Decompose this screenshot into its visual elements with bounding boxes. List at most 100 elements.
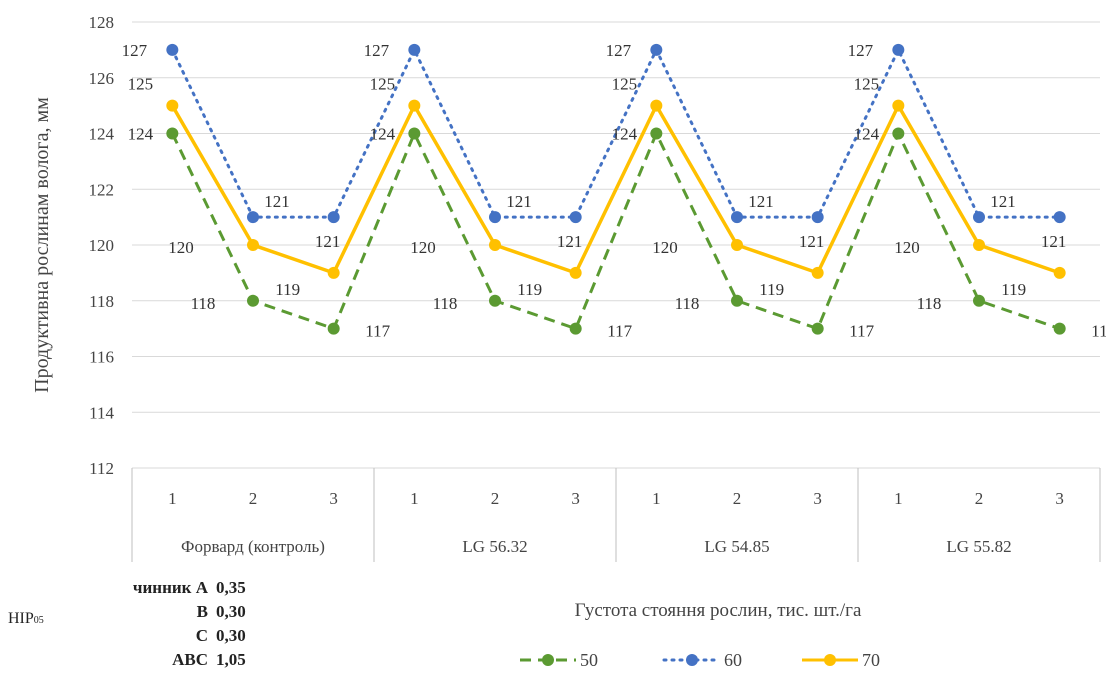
data-label-60: 121 [799,232,825,251]
x-tick-label: 2 [733,489,742,508]
y-axis-title: Продуктивна рослинам волога, мм [31,97,53,393]
data-label-70: 120 [894,238,920,257]
y-tick-label: 126 [89,69,115,88]
data-label-60: 121 [264,192,290,211]
data-label-70: 120 [168,238,194,257]
lsd-row-b-value: 0,30 [216,602,260,622]
group-label: LG 56.32 [462,537,527,556]
data-label-70: 125 [854,75,880,94]
x-tick-label: 2 [491,489,500,508]
data-label-60: 121 [1041,232,1067,251]
data-label-60: 121 [557,232,583,251]
data-label-60: 121 [748,192,774,211]
data-label-50: 118 [675,294,700,313]
legend-label-50: 50 [580,650,598,670]
legend-label-60: 60 [724,650,742,670]
data-label-70: 119 [1001,280,1026,299]
legend: Густота стояння рослин, тис. шт./га 50 60 7… [520,600,880,670]
y-tick-label: 114 [89,403,114,422]
y-tick-label: 116 [89,348,114,367]
group-label: Форвард (контроль) [181,537,325,556]
data-point-50 [408,128,420,140]
data-point-50 [328,323,340,335]
data-label-50: 117 [365,322,390,341]
data-label-70: 120 [652,238,678,257]
data-point-60 [731,211,743,223]
data-point-50 [812,323,824,335]
data-point-60 [166,44,178,56]
y-tick-label: 124 [89,125,115,144]
data-point-70 [247,239,259,251]
x-tick-label: 3 [571,489,580,508]
lsd-row-b-key: В [197,602,208,622]
data-label-50: 124 [370,125,396,144]
data-point-70 [650,100,662,112]
data-label-70: 125 [128,75,154,94]
lsd-block: НІР05 чинник А 0,35 В 0,30 С 0,30 АВС 1,05 [0,578,260,678]
data-point-70 [570,267,582,279]
data-label-60: 127 [606,41,632,60]
x-tick-label: 1 [894,489,903,508]
lsd-row-a-value: 0,35 [216,578,260,598]
data-label-50: 117 [607,322,632,341]
axes: 1 1 2 114 116 118 120 122 124 126 128 Продуктивна р… [31,13,1100,562]
legend-marker-50 [542,654,554,666]
group-label: LG 54.85 [704,537,769,556]
lsd-label-text: НІР [8,610,34,627]
data-label-60: 121 [506,192,532,211]
data-point-70 [1054,267,1066,279]
data-label-60: 127 [122,41,148,60]
data-point-50 [166,128,178,140]
data-point-60 [570,211,582,223]
data-label-50: 124 [128,125,154,144]
data-label-60: 121 [990,192,1016,211]
y-tick-label: 120 [89,236,115,255]
data-point-50 [973,295,985,307]
lsd-row-b: В 0,30 [60,602,260,622]
data-point-60 [812,211,824,223]
data-point-50 [731,295,743,307]
data-point-70 [408,100,420,112]
data-point-60 [892,44,904,56]
lsd-row-abc-key: АВС [172,650,208,670]
y-tick-label: 128 [89,13,115,32]
x-tick-label: 1 [652,489,661,508]
data-label-60: 127 [848,41,874,60]
data-point-50 [1054,323,1066,335]
data-point-70 [166,100,178,112]
data-point-60 [1054,211,1066,223]
x-tick-label: 3 [813,489,822,508]
legend-label-70: 70 [862,650,880,670]
x-tick-label: 1 [410,489,419,508]
y-tick-label: 118 [89,292,114,311]
data-label-70: 119 [517,280,542,299]
data-label-50: 118 [433,294,458,313]
data-label-50: 124 [854,125,880,144]
data-point-70 [892,100,904,112]
lsd-row-c-value: 0,30 [216,626,260,646]
data-point-60 [489,211,501,223]
legend-marker-70 [824,654,836,666]
data-point-50 [247,295,259,307]
data-point-60 [408,44,420,56]
lsd-row-abc: АВС 1,05 [60,650,260,670]
data-label-50: 117 [849,322,874,341]
legend-marker-60 [686,654,698,666]
data-label-60: 127 [364,41,390,60]
data-label-50: 118 [191,294,216,313]
x-tick-label: 3 [329,489,338,508]
lsd-row-abc-value: 1,05 [216,650,260,670]
data-point-70 [489,239,501,251]
y-tick-label: 122 [89,180,115,199]
data-point-70 [812,267,824,279]
data-point-60 [247,211,259,223]
lsd-row-a-key: чинник А [133,578,208,598]
data-point-60 [650,44,662,56]
x-tick-label: 3 [1055,489,1064,508]
legend-title: Густота стояння рослин, тис. шт./га [575,600,862,621]
data-label-50: 118 [917,294,942,313]
data-point-50 [892,128,904,140]
lsd-row-c: С 0,30 [60,626,260,646]
data-label-70: 119 [759,280,784,299]
lsd-label-subscript: 05 [34,615,44,626]
